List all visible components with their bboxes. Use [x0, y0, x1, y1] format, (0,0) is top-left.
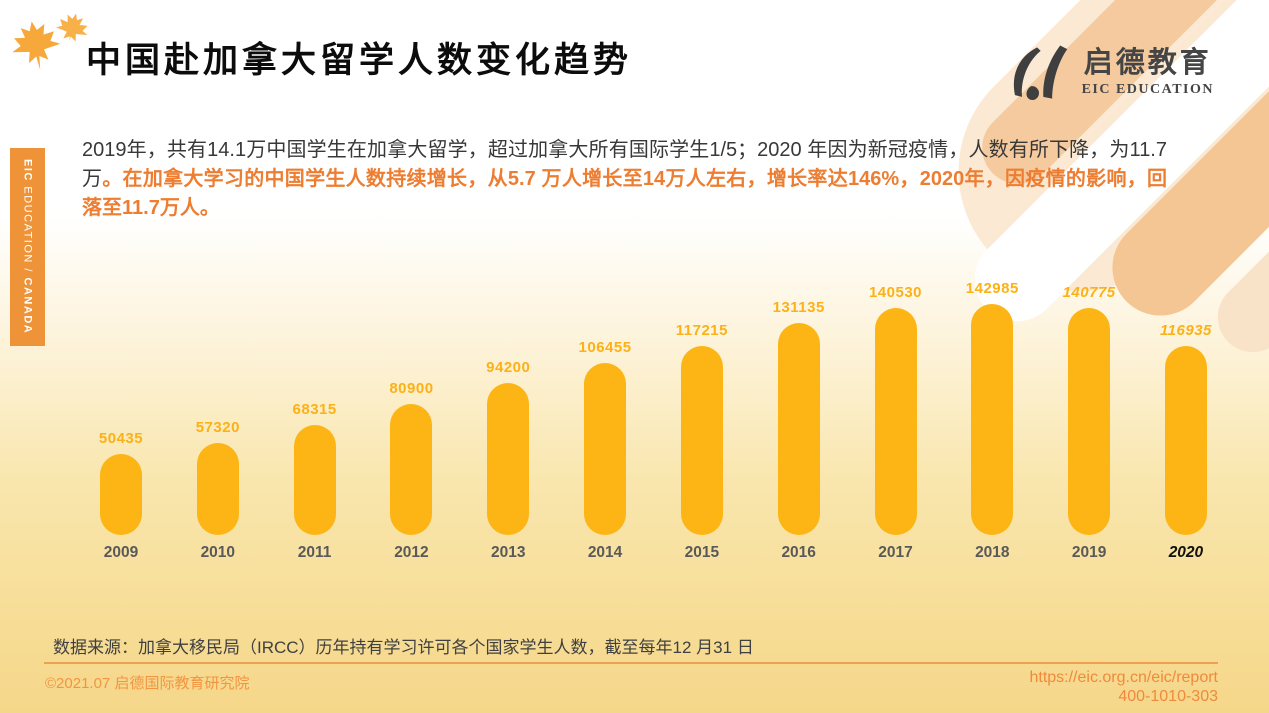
- footer-contact: https://eic.org.cn/eic/report 400-1010-3…: [1029, 668, 1218, 706]
- bar: [1068, 308, 1111, 535]
- students-bar-chart: 50435 2009 57320 2010 68315 2011 80900 2012 9420…: [78, 245, 1229, 563]
- bar-group-2014: 106455 2014: [562, 245, 648, 563]
- x-axis-label: 2016: [781, 544, 816, 561]
- x-axis-label: 2011: [297, 544, 332, 561]
- bar-group-2018: 142985 2018: [949, 245, 1035, 563]
- x-axis-label: 2010: [200, 544, 236, 561]
- x-axis-label: 2017: [878, 544, 913, 561]
- x-axis-label: 2019: [1071, 544, 1107, 561]
- footer-hotline: 400-1010-303: [1118, 688, 1218, 705]
- maple-leaf-icon: [50, 9, 93, 49]
- bar-group-2015: 117215 2015: [659, 245, 745, 563]
- intro-highlight-text: 。在加拿大学习的中国学生人数持续增长，从5.7 万人增长至14万人左右，增长率达…: [82, 168, 1167, 219]
- bar: [1164, 346, 1207, 535]
- bar: [971, 304, 1014, 535]
- bar-value-label: 94200: [486, 359, 531, 376]
- bar-group-2020: 116935 2020: [1143, 245, 1229, 563]
- x-axis-label: 2014: [587, 544, 623, 561]
- page-title: 中国赴加拿大留学人数变化趋势: [86, 41, 633, 80]
- bar-group-2016: 131135 2016: [756, 245, 842, 563]
- bar-value-label: 140530: [868, 284, 923, 301]
- bar: [777, 323, 820, 535]
- footer-copyright: ©2021.07 启德国际教育研究院: [45, 675, 250, 692]
- eic-logo: 启德教育 EIC EDUCATION: [1007, 42, 1214, 104]
- x-axis-label: 2015: [684, 544, 720, 561]
- bar-value-label: 116935: [1159, 322, 1212, 339]
- bar-value-label: 142985: [965, 280, 1019, 297]
- bar-value-label: 80900: [389, 380, 434, 397]
- sidebar-brand: EIC: [21, 159, 34, 183]
- data-source-note: 数据来源：加拿大移民局（IRCC）历年持有学习许可各个国家学生人数，截至每年12…: [53, 638, 754, 657]
- intro-normal-text: 2019年，共有14.1万中国学生在加拿大留学，超过加拿大所有国际学生1/5；2…: [82, 139, 1167, 190]
- bar: [196, 443, 239, 535]
- bar-value-label: 68315: [292, 401, 337, 418]
- x-axis-label: 2012: [394, 544, 429, 561]
- x-axis-label: 2018: [975, 544, 1010, 561]
- bar: [390, 404, 433, 535]
- bar-value-label: 50435: [98, 430, 144, 447]
- eic-logo-icon: [1013, 45, 1067, 100]
- logo-name-cn: 启德教育: [1083, 47, 1212, 79]
- bar-group-2017: 140530 2017: [853, 245, 939, 563]
- bar-value-label: 117215: [675, 322, 728, 339]
- bar: [680, 346, 723, 535]
- maple-leaf-icon: [12, 21, 61, 71]
- footer-url: https://eic.org.cn/eic/report: [1029, 669, 1218, 686]
- sidebar-tab-canada: EIC EDUCATION / CANADA: [10, 148, 45, 346]
- x-axis-label: 2013: [491, 544, 526, 561]
- bar-value-label: 57320: [195, 419, 240, 436]
- bar-group-2009: 50435 2009: [78, 245, 164, 563]
- bar: [100, 454, 142, 535]
- bar-group-2011: 68315 2011: [272, 245, 358, 563]
- x-axis-label: 2020: [1168, 544, 1204, 561]
- maple-leaves-decoration: [8, 8, 98, 80]
- bar-group-2013: 94200 2013: [465, 245, 551, 563]
- logo-name-en: EIC EDUCATION: [1081, 82, 1214, 97]
- intro-paragraph: 2019年，共有14.1万中国学生在加拿大留学，超过加拿大所有国际学生1/5；2…: [82, 136, 1167, 223]
- bar: [293, 425, 336, 535]
- bar: [487, 383, 530, 535]
- sidebar-tab-label: EIC EDUCATION / CANADA: [22, 159, 34, 334]
- bar: [584, 363, 627, 535]
- footer-divider: [44, 662, 1218, 664]
- bar-value-label: 106455: [578, 339, 632, 356]
- bar-value-label: 131135: [772, 299, 825, 316]
- bar: [874, 308, 917, 535]
- sidebar-region: CANADA: [21, 277, 34, 335]
- sidebar-brand-suffix: EDUCATION /: [21, 182, 34, 278]
- eic-logo-text: 启德教育 EIC EDUCATION: [1082, 49, 1214, 97]
- bar-group-2012: 80900 2012: [368, 245, 454, 563]
- bar-value-label: 140775: [1062, 284, 1116, 301]
- x-axis-label: 2009: [103, 544, 139, 561]
- bar-group-2019: 140775 2019: [1046, 245, 1132, 563]
- bar-group-2010: 57320 2010: [175, 245, 261, 563]
